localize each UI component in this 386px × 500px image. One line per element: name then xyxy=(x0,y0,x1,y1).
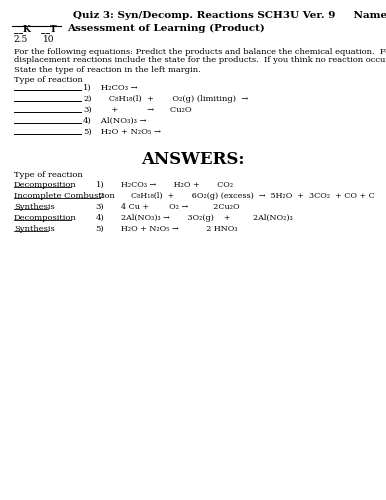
Text: Synthesis: Synthesis xyxy=(14,203,55,211)
Text: 4 Cu +        O₂ →          2Cu₂O: 4 Cu + O₂ → 2Cu₂O xyxy=(106,203,240,211)
Text: 4): 4) xyxy=(95,214,104,222)
Text: Assessment of Learning (Product): Assessment of Learning (Product) xyxy=(68,24,265,33)
Text: Al(NO₃)₃ →: Al(NO₃)₃ → xyxy=(93,117,146,125)
Text: State the type of reaction in the left margin.: State the type of reaction in the left m… xyxy=(14,66,201,74)
Text: For the following equations: Predict the products and balance the chemical equat: For the following equations: Predict the… xyxy=(14,48,386,56)
Text: Type of reaction: Type of reaction xyxy=(14,76,83,84)
Text: displacement reactions include the state for the products.  If you think no reac: displacement reactions include the state… xyxy=(14,56,386,64)
Text: Synthesis: Synthesis xyxy=(14,225,55,233)
Text: __K: __K xyxy=(14,24,31,33)
Text: Incomplete Combustion: Incomplete Combustion xyxy=(14,192,115,200)
Text: 1): 1) xyxy=(83,84,91,92)
Text: 1): 1) xyxy=(96,181,104,189)
Text: Type of reaction: Type of reaction xyxy=(14,171,83,179)
Text: 5): 5) xyxy=(83,128,91,136)
Text: 4): 4) xyxy=(83,117,92,125)
Text: Decomposition: Decomposition xyxy=(14,214,77,222)
Text: 2Al(NO₃)₃ →       3O₂(g)    +         2Al(NO₂)₃: 2Al(NO₃)₃ → 3O₂(g) + 2Al(NO₂)₃ xyxy=(106,214,293,222)
Text: 2.5: 2.5 xyxy=(14,35,28,44)
Text: __T: __T xyxy=(41,24,56,33)
Text: 3): 3) xyxy=(96,203,104,211)
Text: 3): 3) xyxy=(83,106,91,114)
Text: ANSWERS:: ANSWERS: xyxy=(141,152,245,168)
Text: H₂CO₃ →: H₂CO₃ → xyxy=(93,84,137,92)
Text: H₂O + N₂O₅ →: H₂O + N₂O₅ → xyxy=(93,128,161,136)
Text: Quiz 3: Syn/Decomp. Reactions SCH3U Ver. 9     Name:: Quiz 3: Syn/Decomp. Reactions SCH3U Ver.… xyxy=(73,11,386,20)
Text: C₈H₁₈(l)  +       O₂(g) (limiting)  →: C₈H₁₈(l) + O₂(g) (limiting) → xyxy=(93,95,248,103)
Text: H₂CO₃ →       H₂O +       CO₂: H₂CO₃ → H₂O + CO₂ xyxy=(106,181,233,189)
Text: 5): 5) xyxy=(96,225,104,233)
Text: 2): 2) xyxy=(83,95,91,103)
Text: +           →      Cu₂O: + → Cu₂O xyxy=(93,106,191,114)
Text: 10: 10 xyxy=(43,35,55,44)
Text: H₂O + N₂O₅ →           2 HNO₃: H₂O + N₂O₅ → 2 HNO₃ xyxy=(106,225,238,233)
Text: 2: 2 xyxy=(99,192,104,200)
Text: C₈H₁₈(l)  +       6O₂(g) (excess)  →  5H₂O  +  3CO₂  + CO + C: C₈H₁₈(l) + 6O₂(g) (excess) → 5H₂O + 3CO₂… xyxy=(106,192,375,200)
Text: Decomposition: Decomposition xyxy=(14,181,77,189)
